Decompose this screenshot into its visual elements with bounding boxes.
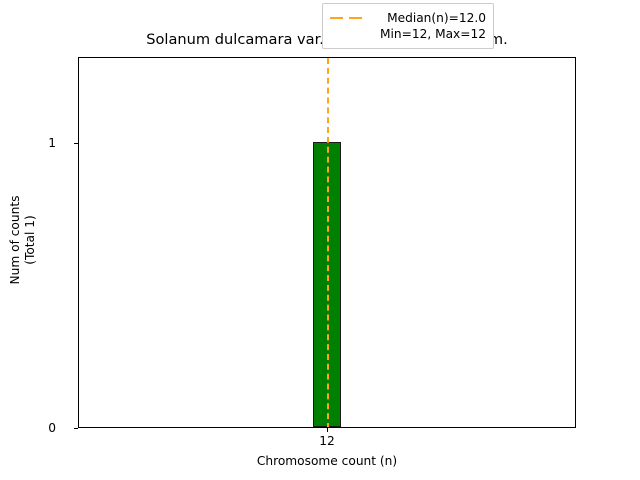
x-tick-label-12: 12 [319, 434, 335, 448]
y-tick-mark-1 [74, 143, 78, 144]
legend-dashed-line-icon [330, 12, 366, 26]
y-axis-label: Num of counts (Total 1) [8, 196, 38, 285]
legend-text: Median(n)=12.0 Min=12, Max=12 [374, 10, 486, 42]
x-axis-label: Chromosome count (n) [256, 454, 398, 468]
legend[interactable]: Median(n)=12.0 Min=12, Max=12 [322, 3, 494, 49]
x-tick-mark-12 [327, 428, 328, 432]
median-line [327, 58, 329, 427]
y-axis-label-container: Num of counts (Total 1) [0, 0, 46, 480]
y-tick-label-1: 1 [48, 136, 56, 150]
legend-entry-median: Median(n)=12.0 [387, 11, 486, 25]
y-axis-label-line2: (Total 1) [23, 215, 37, 265]
legend-entry-minmax: Min=12, Max=12 [379, 27, 486, 41]
y-tick-label-0: 0 [48, 421, 56, 435]
y-tick-mark-0 [74, 428, 78, 429]
plot-area [78, 57, 576, 428]
y-axis-label-line1: Num of counts [8, 195, 22, 285]
